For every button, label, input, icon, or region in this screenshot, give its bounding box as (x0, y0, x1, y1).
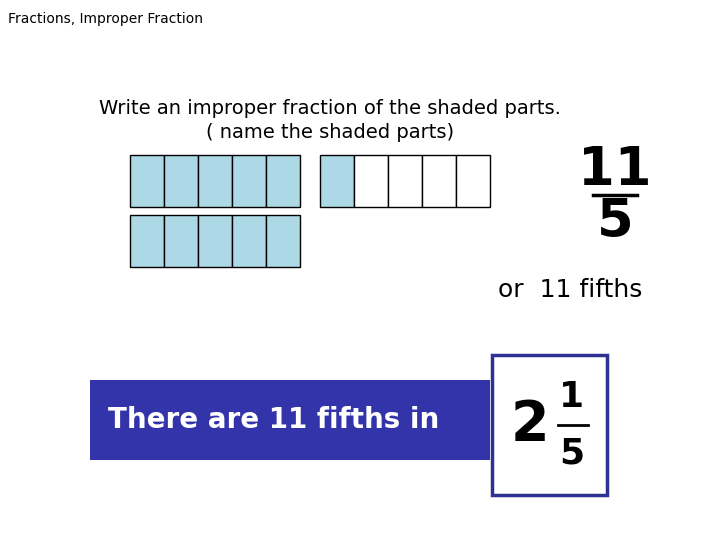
Bar (164, 155, 198, 207)
Bar (456, 155, 490, 207)
Bar (354, 155, 388, 207)
Text: 5: 5 (597, 196, 634, 248)
Text: There are 11 fifths in: There are 11 fifths in (108, 406, 439, 434)
Text: 11: 11 (578, 144, 652, 196)
Bar (198, 155, 232, 207)
Bar (232, 215, 266, 267)
Bar (90, 380, 490, 460)
Bar (320, 155, 354, 207)
Bar (388, 155, 422, 207)
Text: 2: 2 (510, 398, 549, 452)
Bar (232, 155, 266, 207)
Text: Write an improper fraction of the shaded parts.: Write an improper fraction of the shaded… (99, 98, 561, 118)
Bar (130, 155, 164, 207)
Text: 5: 5 (559, 436, 584, 470)
Bar (130, 215, 164, 267)
Bar (492, 355, 607, 495)
Bar (164, 215, 198, 267)
Text: Fractions, Improper Fraction: Fractions, Improper Fraction (8, 12, 203, 26)
Text: or  11 fifths: or 11 fifths (498, 278, 642, 302)
Bar (266, 155, 300, 207)
Text: 1: 1 (559, 380, 584, 414)
Bar (266, 215, 300, 267)
Bar (422, 155, 456, 207)
Text: ( name the shaded parts): ( name the shaded parts) (206, 123, 454, 141)
Bar (198, 215, 232, 267)
